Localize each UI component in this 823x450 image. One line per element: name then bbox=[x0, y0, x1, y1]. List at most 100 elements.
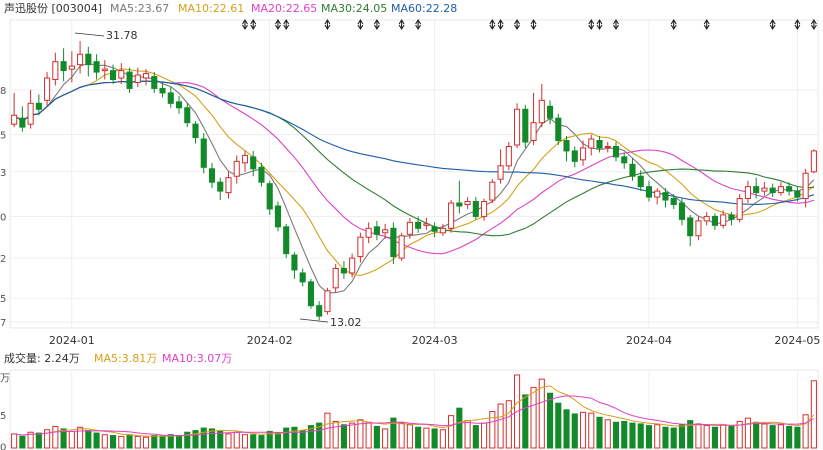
volume-bar bbox=[579, 411, 587, 449]
ma30-label: MA30:24.05 bbox=[321, 2, 387, 15]
candle-down bbox=[159, 87, 166, 94]
volume-bar bbox=[192, 430, 199, 449]
moving-average-lines bbox=[13, 62, 815, 294]
vol-ma5-label: MA5:3.81万 bbox=[94, 352, 157, 365]
volume-bar bbox=[340, 424, 347, 449]
event-marker bbox=[769, 18, 776, 31]
volume-bar bbox=[522, 394, 529, 449]
candle-up bbox=[349, 257, 356, 274]
volume-bar bbox=[448, 415, 455, 449]
volume-bar bbox=[101, 434, 108, 449]
event-marker bbox=[596, 18, 603, 31]
volume-ma10-line bbox=[14, 395, 815, 437]
volume-bar bbox=[373, 425, 380, 449]
candle-down bbox=[208, 168, 216, 183]
volume-bar bbox=[604, 419, 611, 449]
volume-bar bbox=[27, 431, 34, 449]
candle-up bbox=[423, 223, 430, 226]
volume-bar bbox=[184, 431, 191, 449]
volume-bar bbox=[208, 428, 216, 449]
event-marker bbox=[588, 18, 595, 31]
price-tick-label: 5 bbox=[0, 131, 6, 142]
volume-bar bbox=[291, 426, 298, 449]
volume-bar bbox=[332, 420, 339, 449]
volume-bar bbox=[60, 428, 67, 449]
high-price-label: 31.78 bbox=[106, 29, 138, 42]
date-tick-label: 2024-03 bbox=[412, 334, 458, 347]
candle-up bbox=[357, 236, 364, 258]
event-marker bbox=[703, 18, 710, 31]
candle-up bbox=[736, 198, 743, 220]
volume-bar bbox=[464, 420, 471, 449]
candle-down bbox=[769, 187, 776, 194]
candle-down bbox=[629, 163, 636, 177]
candle-up bbox=[588, 138, 595, 149]
ma60-label: MA60:22.28 bbox=[391, 2, 457, 15]
volume-bar bbox=[134, 435, 141, 449]
candle-up bbox=[654, 190, 661, 198]
volume-bar bbox=[489, 410, 496, 449]
volume-bar bbox=[93, 432, 100, 449]
volume-bar bbox=[241, 434, 249, 449]
volume-bar bbox=[77, 426, 84, 449]
candle-down bbox=[93, 61, 100, 73]
candle-up bbox=[777, 186, 784, 194]
volume-bar bbox=[612, 421, 620, 449]
volume-bar bbox=[695, 423, 702, 449]
candle-down bbox=[299, 272, 306, 283]
ma5-line bbox=[13, 62, 815, 294]
candle-down bbox=[670, 198, 677, 206]
volume-bar bbox=[736, 420, 743, 449]
price-tick-label: 8 bbox=[0, 86, 6, 97]
volume-bar bbox=[678, 424, 686, 449]
volume-bar bbox=[687, 420, 694, 449]
volume-bar bbox=[703, 425, 710, 449]
candle-down bbox=[192, 123, 199, 139]
candle-down bbox=[456, 202, 463, 207]
ma5-label: MA5:23.67 bbox=[110, 2, 169, 15]
event-marker bbox=[357, 18, 364, 31]
candle-up bbox=[118, 70, 125, 79]
event-marker bbox=[250, 18, 257, 31]
stock-name: 声迅股份 [003004] bbox=[4, 1, 102, 15]
volume-bar bbox=[431, 428, 438, 449]
volume-bar bbox=[11, 433, 18, 449]
volume-bar bbox=[571, 413, 578, 449]
candle-up bbox=[720, 214, 727, 226]
volume-bar bbox=[777, 424, 784, 449]
candle-up bbox=[579, 147, 587, 161]
volume-bar bbox=[497, 403, 504, 449]
candle-up bbox=[448, 202, 455, 229]
event-marker bbox=[810, 18, 817, 31]
volume-bar bbox=[654, 424, 661, 449]
volume-bar bbox=[439, 429, 446, 449]
candle-up bbox=[77, 53, 84, 66]
volume-bar bbox=[44, 429, 51, 449]
volume-bar bbox=[324, 412, 331, 449]
candle-up bbox=[497, 165, 504, 180]
volume-bar bbox=[596, 416, 603, 449]
candle-up bbox=[324, 290, 331, 313]
price-frame bbox=[9, 19, 819, 329]
candle-up bbox=[68, 65, 75, 70]
volume-bar bbox=[802, 414, 809, 449]
volume-tick-label: 万 bbox=[0, 373, 10, 384]
event-marker bbox=[283, 18, 290, 31]
date-tick-label: 2024-02 bbox=[247, 334, 293, 347]
price-tick-label: 3 bbox=[0, 168, 6, 179]
candle-down bbox=[390, 227, 397, 258]
candle-up bbox=[406, 221, 413, 235]
grid bbox=[9, 19, 819, 449]
volume-bar bbox=[761, 423, 768, 449]
candle-down bbox=[563, 140, 570, 152]
volume-bar bbox=[406, 424, 413, 449]
candle-up bbox=[744, 186, 751, 200]
price-tick-label: 0 bbox=[0, 212, 6, 223]
candle-up bbox=[703, 215, 710, 222]
candle-down bbox=[35, 102, 42, 110]
volume-bar bbox=[52, 425, 59, 449]
volume-bar bbox=[720, 424, 727, 449]
volume-bar bbox=[118, 435, 125, 449]
candle-down bbox=[274, 205, 282, 228]
